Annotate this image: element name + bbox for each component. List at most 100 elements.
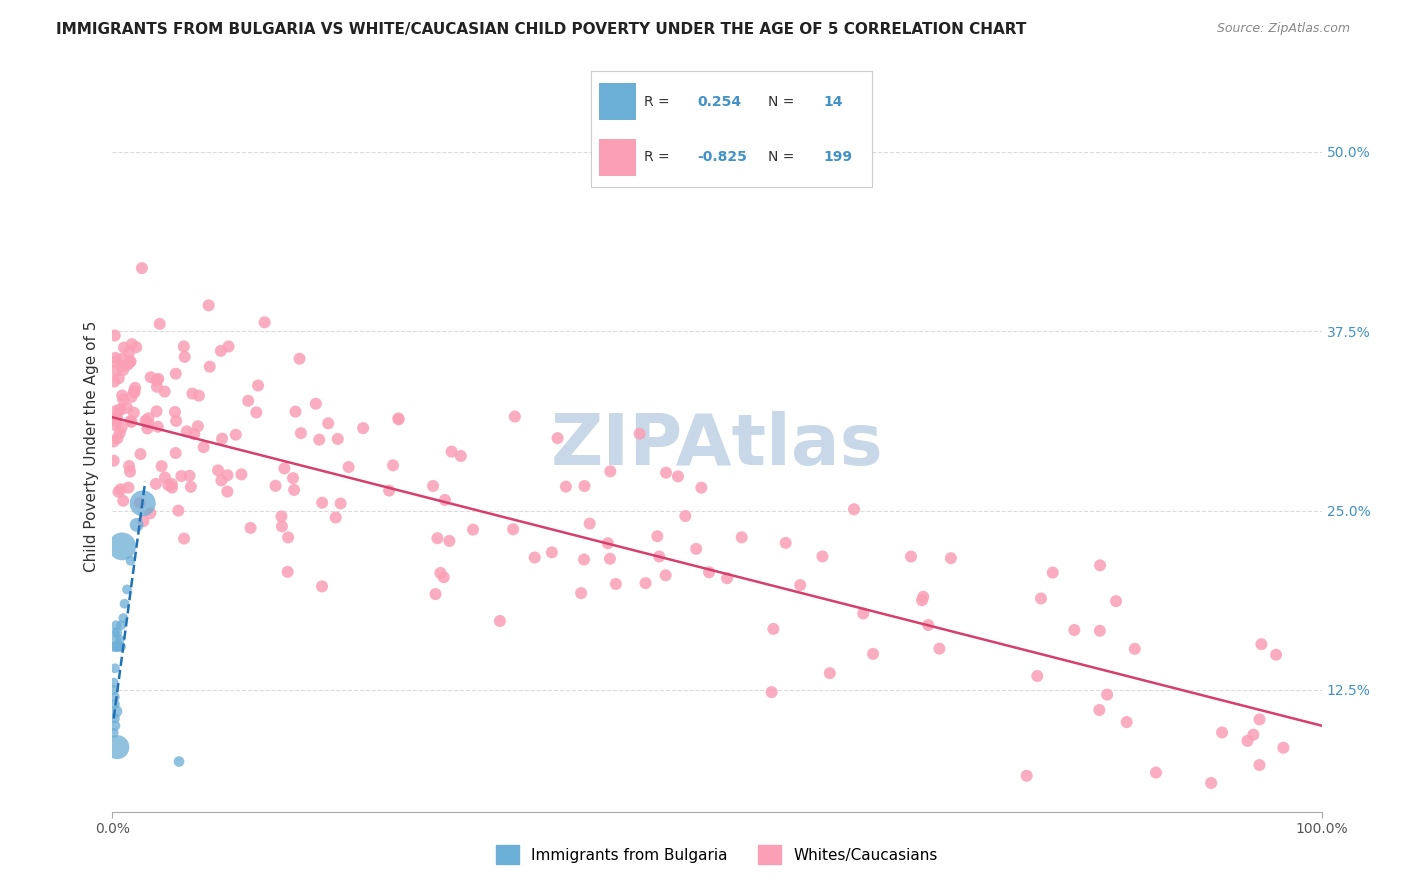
Point bbox=[207, 463, 229, 477]
Point bbox=[160, 481, 183, 495]
Point bbox=[176, 425, 198, 439]
Point bbox=[112, 363, 135, 377]
Point bbox=[305, 397, 328, 411]
Point bbox=[122, 406, 145, 420]
Point bbox=[145, 373, 167, 387]
Point bbox=[124, 385, 146, 400]
Point bbox=[103, 434, 125, 449]
Point bbox=[104, 328, 127, 343]
Point bbox=[153, 384, 176, 399]
Point bbox=[110, 483, 132, 497]
Y-axis label: Child Poverty Under the Age of 5: Child Poverty Under the Age of 5 bbox=[83, 320, 98, 572]
Point bbox=[1144, 765, 1167, 780]
Point bbox=[382, 458, 405, 473]
Point bbox=[523, 550, 546, 565]
Point bbox=[136, 417, 159, 431]
Point bbox=[209, 474, 232, 488]
Point bbox=[1088, 624, 1111, 638]
Point bbox=[104, 355, 127, 369]
Point bbox=[112, 493, 135, 508]
Point bbox=[685, 541, 707, 556]
Point bbox=[1026, 669, 1049, 683]
Point bbox=[605, 577, 627, 591]
Point bbox=[599, 464, 621, 478]
Text: N =: N = bbox=[768, 150, 794, 164]
Point bbox=[167, 755, 190, 769]
Point bbox=[118, 355, 141, 369]
Point bbox=[103, 454, 125, 468]
Point bbox=[634, 576, 657, 591]
Point bbox=[180, 480, 202, 494]
Point bbox=[503, 409, 526, 424]
Point bbox=[928, 641, 950, 656]
Point bbox=[811, 549, 834, 564]
Point bbox=[716, 571, 738, 585]
Point bbox=[1105, 594, 1128, 608]
Point bbox=[165, 446, 187, 460]
Point bbox=[422, 479, 444, 493]
Point bbox=[329, 496, 352, 510]
Point bbox=[388, 412, 411, 426]
Point bbox=[761, 685, 783, 699]
Point bbox=[917, 618, 939, 632]
Point bbox=[104, 351, 127, 365]
Point bbox=[104, 719, 127, 733]
Point bbox=[105, 632, 128, 647]
Point bbox=[433, 493, 456, 508]
Point bbox=[146, 419, 169, 434]
Point bbox=[1272, 740, 1295, 755]
Point bbox=[217, 468, 239, 483]
Point bbox=[211, 432, 233, 446]
Point bbox=[217, 484, 239, 499]
Point bbox=[105, 640, 128, 654]
Point bbox=[120, 354, 142, 368]
Point bbox=[596, 536, 619, 550]
Point bbox=[1211, 725, 1233, 739]
Point bbox=[789, 578, 811, 592]
Point bbox=[939, 551, 962, 566]
Point bbox=[179, 468, 201, 483]
Point bbox=[225, 427, 247, 442]
Point bbox=[104, 625, 127, 640]
Bar bbox=[599, 138, 636, 176]
Point bbox=[450, 449, 472, 463]
Point bbox=[148, 372, 170, 386]
Text: -0.825: -0.825 bbox=[697, 150, 747, 164]
Point bbox=[270, 509, 292, 524]
Point bbox=[1249, 712, 1271, 726]
Point bbox=[818, 666, 841, 681]
Point bbox=[911, 593, 934, 607]
Point bbox=[655, 466, 678, 480]
Text: N =: N = bbox=[768, 95, 794, 109]
Point bbox=[111, 540, 134, 554]
Point bbox=[547, 431, 569, 445]
Point bbox=[128, 496, 150, 510]
Point bbox=[107, 371, 129, 385]
Point bbox=[170, 469, 193, 483]
Bar bbox=[599, 83, 636, 120]
Point bbox=[1063, 623, 1085, 637]
Point bbox=[107, 640, 129, 654]
Text: ZIPAtlas: ZIPAtlas bbox=[551, 411, 883, 481]
Point bbox=[105, 740, 128, 755]
Point bbox=[572, 552, 595, 566]
Point bbox=[129, 447, 152, 461]
Point bbox=[1029, 591, 1052, 606]
Point bbox=[105, 413, 128, 427]
Point bbox=[277, 531, 299, 545]
Point bbox=[731, 530, 754, 544]
Point bbox=[1088, 703, 1111, 717]
Point bbox=[108, 425, 131, 440]
Point bbox=[440, 444, 463, 458]
Point bbox=[281, 471, 304, 485]
Point bbox=[173, 350, 195, 364]
Point bbox=[103, 675, 125, 690]
Point bbox=[105, 618, 128, 632]
Point bbox=[900, 549, 922, 564]
Point bbox=[325, 510, 347, 524]
Point bbox=[104, 690, 127, 704]
Point bbox=[111, 351, 134, 366]
Point bbox=[110, 402, 132, 417]
Point bbox=[146, 380, 169, 394]
Point bbox=[253, 315, 276, 329]
